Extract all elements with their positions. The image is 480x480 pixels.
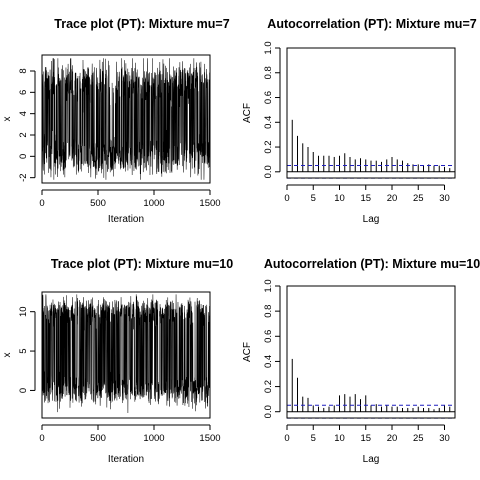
y-tick-label-0.6: 0.6 <box>263 330 274 343</box>
y-tick-label-0: 0 <box>18 388 29 393</box>
x-tick-label-25: 25 <box>413 433 424 444</box>
x-tick-label-1500: 1500 <box>199 433 220 444</box>
y-axis-label: x <box>2 117 13 122</box>
x-tick-label-20: 20 <box>387 193 398 204</box>
y-tick-label-1.0: 1.0 <box>263 41 274 54</box>
x-tick-label-5: 5 <box>311 433 316 444</box>
x-tick-label-25: 25 <box>413 193 424 204</box>
y-tick-label-0.4: 0.4 <box>263 355 274 368</box>
y-tick-label-0.4: 0.4 <box>263 116 274 129</box>
panel-2: Autocorrelation (PT): Mixture mu=7 Lag ACF… <box>242 17 477 225</box>
chart-title: Trace plot (PT): Mixture mu=10 <box>51 257 233 271</box>
y-tick-label-1.0: 1.0 <box>263 279 274 292</box>
x-tick-label-0: 0 <box>39 198 44 209</box>
x-axis-label: Iteration <box>108 454 144 465</box>
x-tick-label-20: 20 <box>387 433 398 444</box>
x-tick-label-500: 500 <box>90 198 106 209</box>
y-tick-label--2: -2 <box>18 173 29 181</box>
x-axis-label: Lag <box>363 454 380 465</box>
plot-area <box>286 286 455 419</box>
x-tick-label-500: 500 <box>90 433 106 444</box>
y-tick-label-5: 5 <box>18 348 29 353</box>
y-tick-label-0.2: 0.2 <box>263 140 274 153</box>
y-tick-label-10: 10 <box>18 306 29 317</box>
y-tick-label-0: 0 <box>18 154 29 159</box>
y-axis-label: ACF <box>242 103 253 123</box>
plot-frame <box>41 54 211 184</box>
y-tick-label-4: 4 <box>18 111 29 116</box>
panel-4: Autocorrelation (PT): Mixture mu=10 Lag AC… <box>242 257 480 465</box>
x-tick-label-0: 0 <box>284 433 289 444</box>
plot-area <box>41 58 211 180</box>
x-tick-label-10: 10 <box>334 193 345 204</box>
chart-title: Autocorrelation (PT): Mixture mu=7 <box>267 17 476 31</box>
y-tick-label-0.6: 0.6 <box>263 91 274 104</box>
x-tick-label-15: 15 <box>360 193 371 204</box>
x-axis-label: Lag <box>363 214 380 225</box>
plot-area <box>41 294 211 413</box>
y-tick-label-0.0: 0.0 <box>263 165 274 178</box>
x-tick-label-30: 30 <box>439 433 450 444</box>
trace-line <box>41 58 211 180</box>
x-tick-label-15: 15 <box>360 433 371 444</box>
x-tick-label-1000: 1000 <box>143 198 164 209</box>
x-tick-label-5: 5 <box>311 193 316 204</box>
y-tick-label-8: 8 <box>18 68 29 73</box>
panel-3: Trace plot (PT): Mixture mu=10 Iteration x… <box>2 257 233 465</box>
plot-area <box>286 48 455 179</box>
x-tick-label-1000: 1000 <box>143 433 164 444</box>
y-tick-label-0.8: 0.8 <box>263 305 274 318</box>
x-tick-label-0: 0 <box>39 433 44 444</box>
y-axis-label: x <box>2 353 13 358</box>
x-tick-label-0: 0 <box>284 193 289 204</box>
plot-frame <box>41 291 211 419</box>
y-tick-label-0.2: 0.2 <box>263 380 274 393</box>
y-tick-label-6: 6 <box>18 90 29 95</box>
trace-line <box>41 294 211 413</box>
x-axis-label: Iteration <box>108 214 144 225</box>
y-axis-label: ACF <box>242 342 253 362</box>
chart-title: Trace plot (PT): Mixture mu=7 <box>54 17 229 31</box>
y-tick-label-0.8: 0.8 <box>263 66 274 79</box>
panel-1: Trace plot (PT): Mixture mu=7 Iteration x 0… <box>2 17 230 225</box>
x-tick-label-30: 30 <box>439 193 450 204</box>
x-tick-label-10: 10 <box>334 433 345 444</box>
y-tick-label-0.0: 0.0 <box>263 405 274 418</box>
x-tick-label-1500: 1500 <box>199 198 220 209</box>
plot-frame <box>286 285 456 419</box>
plot-frame <box>286 47 456 179</box>
y-tick-label-2: 2 <box>18 132 29 137</box>
chart-title: Autocorrelation (PT): Mixture mu=10 <box>264 257 480 271</box>
